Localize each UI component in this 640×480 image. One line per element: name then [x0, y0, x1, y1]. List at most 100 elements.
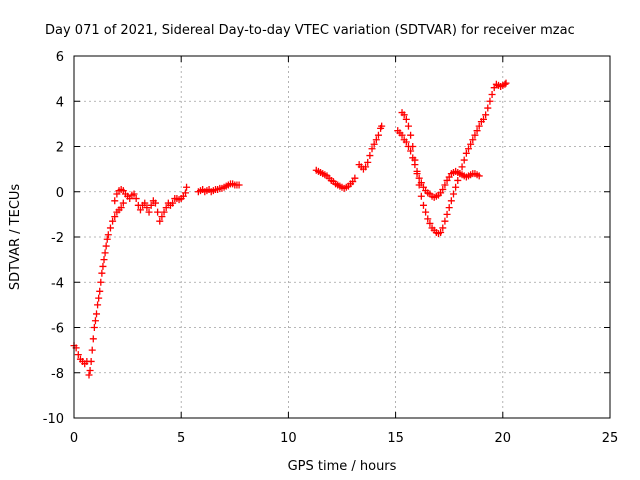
data-point: [473, 127, 481, 135]
data-point: [94, 301, 102, 309]
y-tick-label: -6: [51, 322, 64, 337]
data-point: [378, 122, 386, 130]
data-point: [462, 149, 470, 157]
data-point: [169, 199, 177, 207]
y-tick-label: -10: [43, 412, 64, 427]
data-point: [364, 158, 372, 166]
data-point: [90, 324, 98, 331]
data-point: [374, 131, 382, 139]
data-point: [162, 204, 170, 212]
data-point: [132, 195, 140, 203]
data-point: [96, 287, 104, 295]
data-point: [156, 217, 164, 225]
data-point: [445, 204, 453, 212]
data-point: [143, 204, 151, 212]
data-point: [475, 122, 483, 130]
y-tick-label: -8: [51, 367, 64, 382]
data-point: [402, 115, 410, 123]
data-point: [368, 145, 376, 153]
data-point: [407, 131, 415, 139]
y-tick-label: 0: [56, 186, 64, 201]
data-point: [85, 371, 93, 379]
data-point: [424, 215, 432, 223]
data-point: [404, 143, 412, 150]
x-tick-label: 0: [70, 431, 78, 446]
data-point: [469, 136, 477, 144]
data-point: [400, 111, 408, 119]
chart-title: Day 071 of 2021, Sidereal Day-to-day VTE…: [45, 23, 575, 38]
data-point: [147, 201, 155, 209]
data-point: [117, 204, 125, 212]
data-point: [87, 357, 95, 365]
data-point: [109, 217, 117, 225]
data-point: [141, 199, 149, 207]
data-point: [419, 201, 427, 209]
data-point: [100, 256, 108, 264]
data-point: [102, 242, 110, 250]
data-point: [160, 208, 168, 216]
data-point: [103, 235, 111, 243]
data-point: [482, 111, 490, 119]
data-point: [460, 156, 468, 164]
data-point: [151, 199, 159, 207]
data-point: [99, 262, 107, 270]
y-tick-label: 6: [56, 50, 64, 65]
y-tick-label: 4: [56, 95, 64, 110]
data-point: [154, 208, 162, 216]
data-point: [413, 167, 421, 175]
y-axis-label: SDTVAR / TECUs: [8, 184, 23, 291]
series-sdtvar_g: [394, 127, 483, 201]
data-point: [422, 208, 430, 216]
series-sdtvar_b: [111, 183, 191, 225]
data-point: [362, 163, 370, 171]
data-point: [98, 269, 106, 277]
data-point: [366, 152, 374, 160]
data-point: [181, 189, 189, 197]
data-point: [106, 224, 114, 232]
data-point: [437, 228, 445, 236]
data-point: [439, 185, 447, 193]
data-point: [486, 97, 494, 105]
data-point: [458, 163, 466, 171]
data-point: [441, 181, 449, 189]
data-point: [443, 210, 451, 218]
data-point: [91, 317, 99, 325]
data-point: [95, 294, 103, 302]
data-point: [351, 174, 359, 182]
data-point: [235, 181, 243, 189]
data-point: [101, 249, 109, 257]
data-point: [74, 351, 82, 359]
y-tick-label: 2: [56, 141, 64, 156]
data-point: [467, 140, 475, 148]
data-point: [449, 190, 457, 198]
data-point: [426, 219, 434, 227]
data-point: [411, 161, 419, 169]
data-point: [452, 183, 460, 191]
data-point: [464, 145, 472, 153]
data-point: [417, 179, 425, 187]
data-point: [93, 310, 101, 318]
data-point: [402, 138, 410, 146]
data-point: [484, 104, 492, 112]
x-tick-label: 15: [387, 431, 404, 446]
series-sdtvar_a: [70, 199, 127, 379]
x-tick-label: 25: [602, 431, 619, 446]
data-point: [88, 346, 96, 354]
data-point: [86, 366, 94, 374]
y-tick-label: -2: [51, 231, 64, 246]
x-tick-label: 20: [495, 431, 512, 446]
series-sdtvar_d: [312, 166, 359, 192]
data-point: [439, 224, 447, 232]
data-point: [111, 197, 119, 205]
data-point: [145, 208, 153, 216]
data-point: [119, 199, 127, 207]
data-point: [407, 147, 415, 155]
data-point: [398, 131, 406, 139]
data-point: [454, 176, 462, 184]
data-point: [372, 136, 380, 144]
data-point: [130, 190, 138, 198]
data-point: [502, 79, 510, 87]
plot-frame: [73, 55, 611, 419]
x-tick-labels: 0 5 10 15 20 25: [70, 431, 618, 446]
